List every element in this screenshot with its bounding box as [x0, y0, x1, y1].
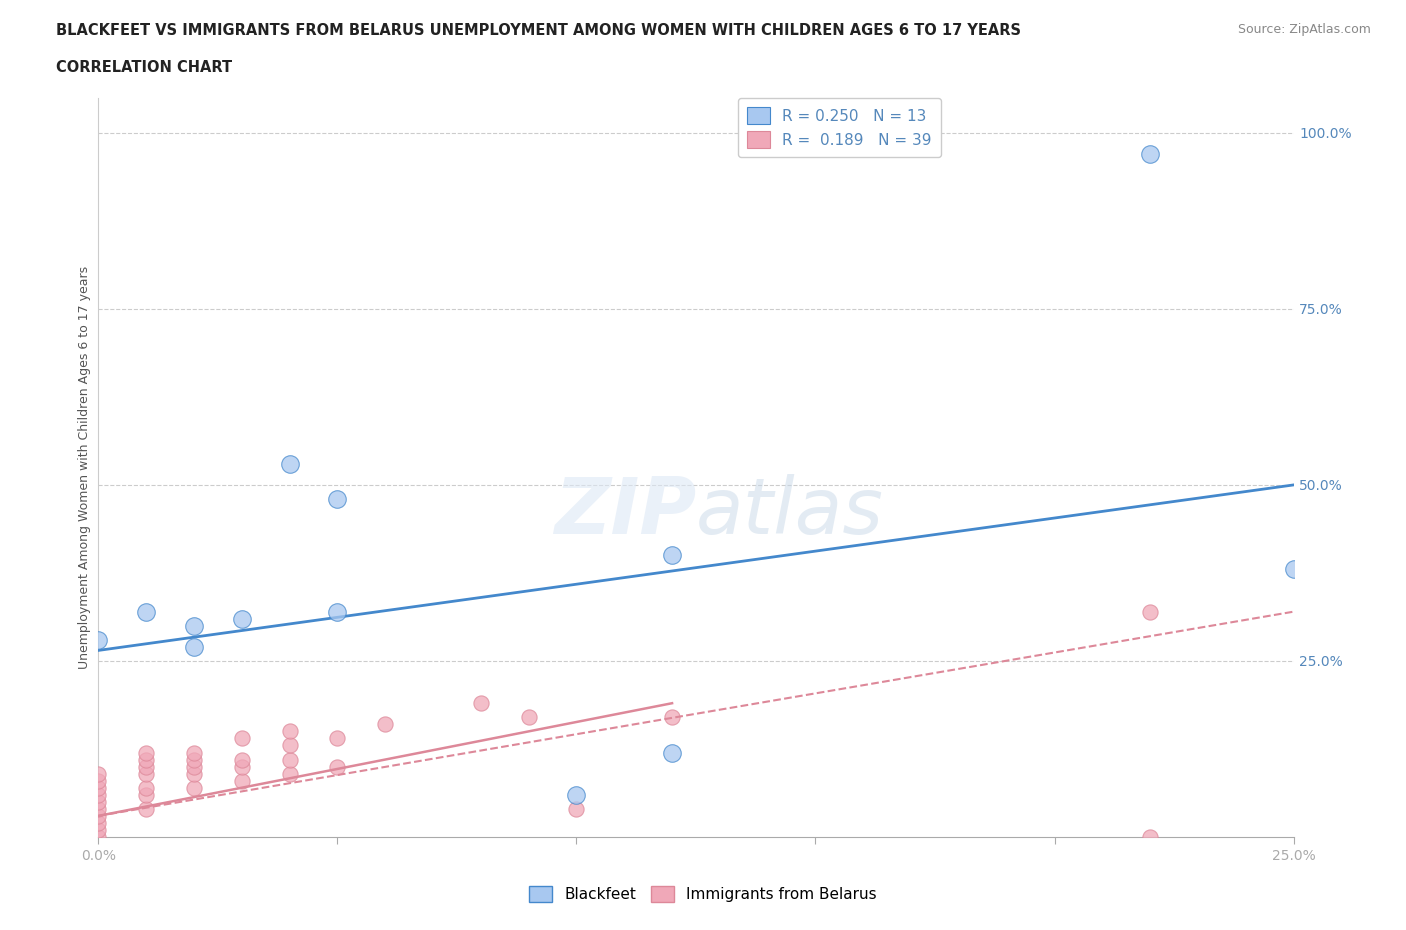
- Point: [183, 752, 205, 767]
- Point: [87, 773, 110, 788]
- Point: [87, 802, 110, 817]
- Point: [661, 548, 683, 563]
- Point: [278, 752, 301, 767]
- Point: [183, 745, 205, 760]
- Point: [326, 604, 349, 619]
- Point: [1139, 830, 1161, 844]
- Point: [661, 710, 683, 724]
- Point: [278, 738, 301, 753]
- Y-axis label: Unemployment Among Women with Children Ages 6 to 17 years: Unemployment Among Women with Children A…: [79, 266, 91, 669]
- Point: [278, 766, 301, 781]
- Point: [231, 731, 253, 746]
- Point: [326, 731, 349, 746]
- Point: [135, 788, 157, 803]
- Point: [87, 780, 110, 795]
- Point: [135, 752, 157, 767]
- Legend: R = 0.250   N = 13, R =  0.189   N = 39: R = 0.250 N = 13, R = 0.189 N = 39: [738, 98, 941, 157]
- Point: [661, 745, 683, 760]
- Point: [87, 794, 110, 809]
- Point: [470, 696, 492, 711]
- Point: [87, 632, 110, 647]
- Point: [183, 780, 205, 795]
- Text: CORRELATION CHART: CORRELATION CHART: [56, 60, 232, 75]
- Point: [183, 618, 205, 633]
- Point: [517, 710, 540, 724]
- Point: [565, 802, 588, 817]
- Point: [87, 830, 110, 844]
- Point: [87, 766, 110, 781]
- Point: [183, 640, 205, 655]
- Point: [565, 788, 588, 803]
- Point: [87, 822, 110, 837]
- Point: [87, 808, 110, 823]
- Point: [231, 752, 253, 767]
- Point: [1139, 604, 1161, 619]
- Point: [135, 604, 157, 619]
- Point: [278, 457, 301, 472]
- Point: [87, 816, 110, 830]
- Text: atlas: atlas: [696, 473, 884, 550]
- Point: [1139, 147, 1161, 162]
- Text: BLACKFEET VS IMMIGRANTS FROM BELARUS UNEMPLOYMENT AMONG WOMEN WITH CHILDREN AGES: BLACKFEET VS IMMIGRANTS FROM BELARUS UNE…: [56, 23, 1021, 38]
- Point: [326, 759, 349, 774]
- Point: [135, 745, 157, 760]
- Point: [183, 766, 205, 781]
- Point: [326, 492, 349, 507]
- Point: [231, 759, 253, 774]
- Point: [278, 724, 301, 738]
- Point: [135, 780, 157, 795]
- Point: [183, 759, 205, 774]
- Point: [1282, 562, 1305, 577]
- Legend: Blackfeet, Immigrants from Belarus: Blackfeet, Immigrants from Belarus: [523, 880, 883, 909]
- Text: ZIP: ZIP: [554, 473, 696, 550]
- Point: [231, 611, 253, 626]
- Point: [135, 759, 157, 774]
- Point: [87, 788, 110, 803]
- Point: [135, 766, 157, 781]
- Point: [231, 773, 253, 788]
- Text: Source: ZipAtlas.com: Source: ZipAtlas.com: [1237, 23, 1371, 36]
- Point: [135, 802, 157, 817]
- Point: [374, 717, 396, 732]
